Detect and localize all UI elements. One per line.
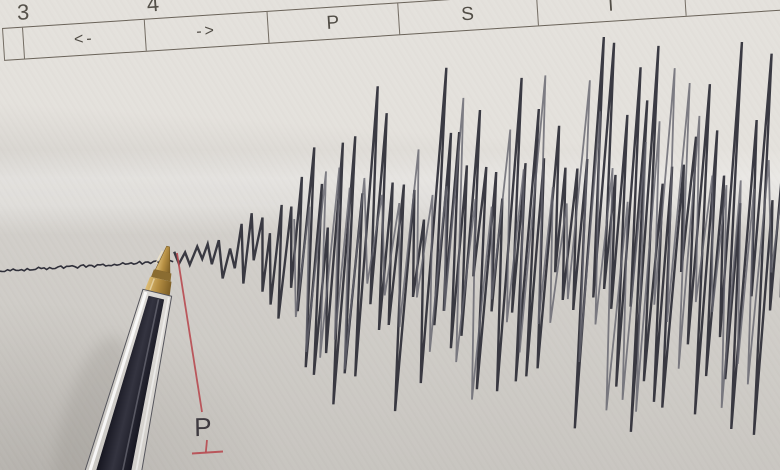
seismogram-trace — [0, 36, 780, 435]
pen-barrel-highlight-right — [129, 297, 170, 470]
p-wave-marker-line — [176, 252, 203, 413]
pen-holder-glint — [149, 278, 155, 291]
table-cell-back-arrow: <- — [22, 19, 146, 59]
perpendicular-mark-bar — [191, 450, 224, 455]
trace-path — [173, 36, 780, 435]
ballpoint-pen — [77, 245, 173, 470]
trace-path — [293, 68, 780, 412]
pen-ink-core — [89, 295, 165, 470]
pen-barrel-highlight-left — [82, 291, 148, 470]
pen-tip-glint — [155, 250, 164, 264]
column-number-3: 3 — [16, 0, 30, 25]
perpendicular-mark: ⊥ — [191, 439, 224, 455]
pen-ferrule-ring — [151, 269, 172, 282]
table-cell-forward-arrow: -> — [143, 11, 269, 51]
trace-path — [0, 258, 174, 273]
pen-shadow — [52, 336, 132, 470]
p-wave-annotation: P ⊥ — [176, 252, 224, 455]
table-cell-blank-left — [2, 27, 25, 60]
perpendicular-mark-stem — [204, 439, 208, 453]
p-wave-label: P — [194, 412, 212, 442]
pen-core-sheen — [116, 299, 160, 470]
column-number-4: 4 — [145, 0, 160, 17]
